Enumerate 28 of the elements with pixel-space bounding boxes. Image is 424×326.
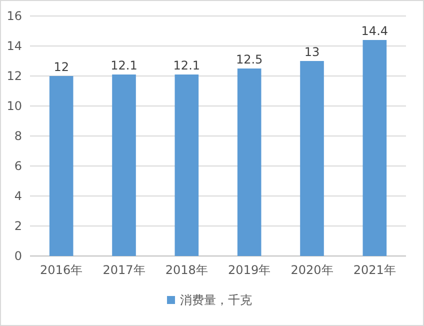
data-label: 12.1 bbox=[173, 58, 200, 72]
bar bbox=[300, 61, 324, 256]
bar bbox=[112, 74, 136, 256]
y-tick-label: 8 bbox=[14, 129, 22, 144]
data-label: 12.1 bbox=[110, 58, 138, 72]
data-label: 14.4 bbox=[361, 24, 388, 38]
bar bbox=[49, 76, 74, 256]
y-tick-label: 14 bbox=[6, 39, 22, 54]
data-label: 12 bbox=[54, 60, 69, 74]
data-label: 13 bbox=[304, 45, 320, 59]
x-tick-label: 2016年 bbox=[40, 263, 83, 277]
x-tick-label: 2019年 bbox=[228, 263, 271, 277]
bar bbox=[362, 40, 387, 256]
x-tick-label: 2017年 bbox=[102, 263, 146, 277]
bar bbox=[174, 74, 199, 256]
bar bbox=[237, 68, 262, 256]
y-tick-label: 0 bbox=[14, 249, 22, 264]
x-tick-label: 2018年 bbox=[165, 263, 208, 277]
y-tick-label: 12 bbox=[6, 69, 22, 84]
x-tick-label: 2020年 bbox=[290, 263, 334, 277]
y-tick-label: 10 bbox=[6, 99, 22, 114]
x-tick-label: 2021年 bbox=[353, 263, 396, 277]
data-label: 12.5 bbox=[236, 52, 263, 66]
y-tick-label: 16 bbox=[6, 9, 22, 24]
y-tick-label: 2 bbox=[14, 219, 22, 234]
y-tick-label: 4 bbox=[14, 189, 22, 204]
legend-label: 消费量，千克 bbox=[180, 293, 252, 308]
y-tick-label: 6 bbox=[14, 159, 22, 174]
